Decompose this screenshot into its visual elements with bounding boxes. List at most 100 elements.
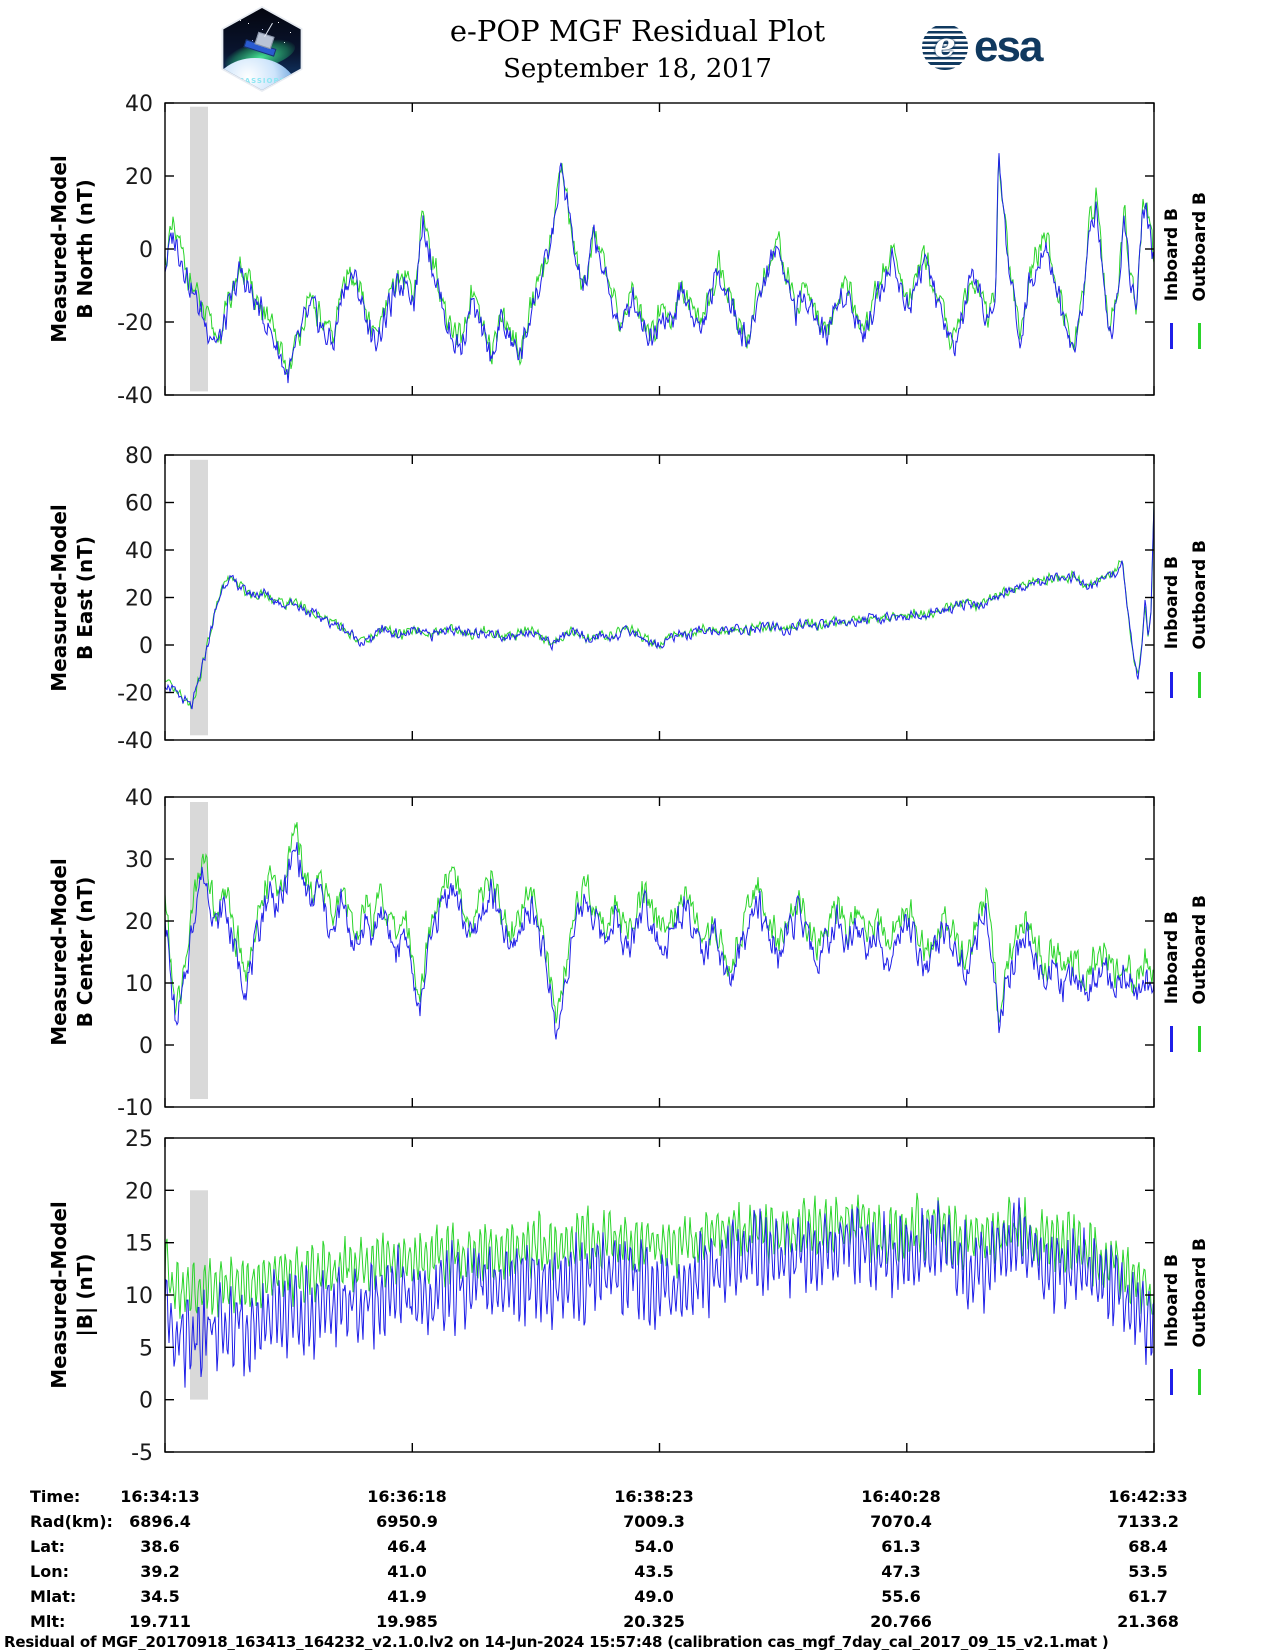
y-tick-label: 60 [125, 492, 153, 517]
y-tick-label: -20 [117, 311, 153, 336]
legend-b-center: Inboard B Outboard B [1160, 797, 1211, 1107]
ephemeris-cell: 21.368 [1117, 1612, 1179, 1631]
ephemeris-row-label: Mlat: [30, 1587, 77, 1606]
shade-band [190, 802, 208, 1099]
legend-entry-label: Inboard B [1161, 910, 1182, 1004]
y-tick-label: 0 [139, 1389, 153, 1414]
panel-b-north: 40 20 0 -20 -40 [117, 92, 1155, 409]
shade-band [190, 1190, 208, 1400]
legend-entry-inboard-b: Inboard B [1160, 498, 1183, 698]
ephemeris-row-label: Lat: [30, 1537, 66, 1556]
y-tick-label: -40 [117, 729, 153, 754]
y-tick-label: 5 [139, 1336, 153, 1361]
ephemeris-cell: 49.0 [634, 1587, 674, 1606]
ephemeris-cell: 46.4 [387, 1537, 427, 1556]
series-inboard-b [165, 1197, 1154, 1388]
legend-line-sample [1198, 323, 1201, 349]
ephemeris-cell: 54.0 [634, 1537, 674, 1556]
legend-entry-outboard-b: Outboard B [1188, 1195, 1211, 1395]
legend-b-east: Inboard B Outboard B [1160, 455, 1211, 740]
legend-line-sample [1170, 1369, 1173, 1395]
ephemeris-row-label: Mlt: [30, 1612, 66, 1631]
series-outboard-b [165, 500, 1154, 709]
series-outboard-b [165, 822, 1154, 1024]
legend-entry-label: Inboard B [1161, 556, 1182, 650]
y-tick-label: 40 [125, 539, 153, 564]
series-inboard-b [165, 153, 1154, 384]
panel-b-east: 80 60 40 20 0 -20 -40 [117, 444, 1155, 754]
series-inboard-b [165, 503, 1154, 710]
legend-entry-label: Outboard B [1189, 894, 1210, 1004]
legend-entry-label: Outboard B [1189, 191, 1210, 301]
ephemeris-row-label: Lon: [30, 1562, 69, 1581]
y-tick-label: -5 [131, 1441, 153, 1466]
ephemeris-cell: 47.3 [881, 1562, 921, 1581]
legend-line-sample [1198, 1369, 1201, 1395]
esa-logo: e esa [922, 22, 1043, 71]
ephemeris-cell: 68.4 [1128, 1537, 1168, 1556]
axes-box [164, 102, 1155, 396]
ephemeris-cell: 16:34:13 [120, 1487, 200, 1506]
panel-b-magnitude: 25 20 15 10 5 0 -5 [125, 1127, 1155, 1466]
legend-line-sample [1198, 671, 1201, 698]
y-tick-label: 0 [139, 1034, 153, 1059]
axes-box [164, 454, 1155, 741]
y-tick-label: 40 [125, 92, 153, 117]
ephemeris-row-radkm: Rad(km): 6896.4 6950.9 7009.3 7070.4 7133.2 [0, 1512, 1275, 1534]
series-outboard-b [165, 1192, 1154, 1319]
ephemeris-cell: 20.325 [623, 1612, 685, 1631]
legend-entry-inboard-b: Inboard B [1160, 852, 1183, 1052]
legend-entry-label: Outboard B [1189, 1237, 1210, 1347]
legend-entry-inboard-b: Inboard B [1160, 1195, 1183, 1395]
esa-wordmark: esa [974, 22, 1043, 71]
y-tick-label: 0 [139, 238, 153, 263]
y-tick-label: 20 [125, 165, 153, 190]
ephemeris-row-label: Time: [30, 1487, 81, 1506]
y-tick-label: -10 [117, 1096, 153, 1121]
legend-line-sample [1198, 1026, 1201, 1052]
y-tick-label: 15 [125, 1232, 153, 1257]
legend-entry-inboard-b: Inboard B [1160, 149, 1183, 349]
y-tick-label: 10 [125, 972, 153, 997]
y-tick-label: 10 [125, 1284, 153, 1309]
legend-b-north: Inboard B Outboard B [1160, 103, 1211, 395]
ephemeris-row-time: Time: 16:34:13 16:36:18 16:38:23 16:40:28 16:… [0, 1487, 1275, 1509]
footer-note: Residual of MGF_20170918_163413_164232_v… [4, 1633, 1109, 1650]
ephemeris-cell: 20.766 [870, 1612, 932, 1631]
esa-e-glyph: e [934, 25, 956, 66]
y-tick-label: 20 [125, 587, 153, 612]
ephemeris-cell: 53.5 [1128, 1562, 1168, 1581]
panel-b-center: 40 30 20 10 0 -10 [117, 786, 1155, 1121]
ephemeris-cell: 19.711 [129, 1612, 191, 1631]
esa-emblem-icon: e [922, 24, 968, 70]
ephemeris-cell: 61.3 [881, 1537, 921, 1556]
ephemeris-cell: 6896.4 [129, 1512, 191, 1531]
shade-band [190, 106, 208, 392]
mission-patch-label: CASSIOPE [238, 77, 286, 85]
ephemeris-cell: 7133.2 [1117, 1512, 1179, 1531]
legend-entry-label: Inboard B [1161, 207, 1182, 301]
series-inboard-b [165, 842, 1154, 1040]
y-tick-label: 0 [139, 634, 153, 659]
ephemeris-cell: 16:42:33 [1108, 1487, 1188, 1506]
legend-entry-outboard-b: Outboard B [1188, 498, 1211, 698]
legend-entry-outboard-b: Outboard B [1188, 149, 1211, 349]
axes-box [164, 796, 1155, 1108]
legend-entry-label: Inboard B [1161, 1253, 1182, 1347]
ephemeris-cell: 16:38:23 [614, 1487, 694, 1506]
ephemeris-cell: 6950.9 [376, 1512, 438, 1531]
ephemeris-row-lat: Lat: 38.6 46.4 54.0 61.3 68.4 [0, 1537, 1275, 1559]
ephemeris-cell: 41.0 [387, 1562, 427, 1581]
ephemeris-cell: 16:36:18 [367, 1487, 447, 1506]
shade-band [190, 459, 208, 736]
stars-icon [240, 20, 241, 21]
ephemeris-row-mlat: Mlat: 34.5 41.9 49.0 55.6 61.7 [0, 1587, 1275, 1609]
ephemeris-cell: 7070.4 [870, 1512, 932, 1531]
series-outboard-b [165, 155, 1154, 375]
legend-entry-outboard-b: Outboard B [1188, 852, 1211, 1052]
ephemeris-cell: 7009.3 [623, 1512, 685, 1531]
ephemeris-row-lon: Lon: 39.2 41.0 43.5 47.3 53.5 [0, 1562, 1275, 1584]
ephemeris-cell: 16:40:28 [861, 1487, 941, 1506]
